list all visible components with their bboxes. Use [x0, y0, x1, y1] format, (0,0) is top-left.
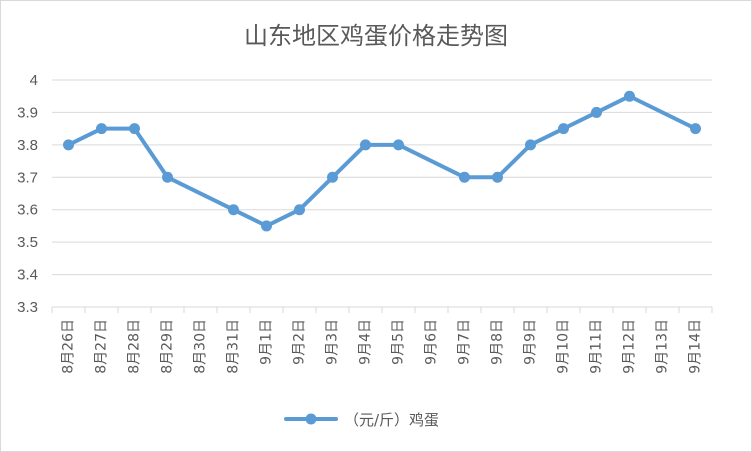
data-point	[393, 139, 404, 151]
x-tick-label: 9月11日	[589, 319, 605, 374]
y-tick-label: 3.8	[17, 137, 38, 154]
series-line	[66, 94, 698, 228]
x-tick-label: 8月26日	[61, 319, 77, 374]
x-tick-label: 9月9日	[523, 319, 539, 365]
legend: （元/斤）鸡蛋	[284, 411, 439, 429]
x-tick-label: 8月29日	[160, 319, 176, 374]
data-point	[492, 171, 503, 183]
y-tick-label: 3.9	[17, 104, 38, 121]
data-point	[591, 106, 602, 118]
y-tick-label: 3.6	[17, 202, 38, 219]
x-axis: 8月26日 8月27日 8月28日 8月29日 8月30日 8月31日 9月1日 9月2日 9月…	[51, 307, 713, 374]
y-tick-label: 4	[30, 72, 38, 89]
data-point	[360, 139, 371, 151]
chart-title: 山东地区鸡蛋价格走势图	[244, 22, 508, 50]
data-point	[327, 171, 338, 183]
data-point	[129, 123, 140, 135]
x-tick-label: 9月13日	[655, 319, 671, 374]
y-axis-ticks: 3.3 3.4 3.5 3.6 3.7 3.8 3.9 4	[17, 72, 38, 316]
y-tick-label: 3.4	[17, 267, 38, 284]
x-tick-label: 9月2日	[292, 319, 308, 365]
x-tick-label: 8月28日	[127, 319, 143, 374]
data-point	[261, 220, 272, 232]
x-tick-label: 8月27日	[94, 319, 110, 374]
x-tick-label: 8月31日	[226, 319, 242, 374]
x-tick-label: 9月10日	[556, 319, 572, 374]
x-tick-label: 9月14日	[688, 319, 704, 374]
x-tick-label: 9月4日	[358, 319, 374, 365]
x-tick-label: 9月8日	[490, 319, 506, 365]
x-tick-label: 9月6日	[424, 319, 440, 365]
series-group	[63, 90, 701, 232]
data-point	[96, 123, 107, 135]
data-point	[63, 139, 74, 151]
data-point	[459, 171, 470, 183]
x-tick-label: 9月3日	[325, 319, 341, 365]
gridlines	[52, 79, 712, 308]
data-point	[624, 90, 635, 102]
x-tick-label: 9月5日	[391, 319, 407, 365]
y-tick-label: 3.5	[17, 234, 38, 251]
legend-label: （元/斤）鸡蛋	[344, 411, 439, 429]
data-point	[294, 204, 305, 216]
y-tick-label: 3.7	[17, 169, 38, 186]
x-tick-label: 9月1日	[259, 319, 275, 365]
x-tick-label: 8月30日	[193, 319, 209, 374]
x-tick-label: 9月12日	[622, 319, 638, 374]
data-point	[525, 139, 536, 151]
data-point	[162, 171, 173, 183]
y-tick-label: 3.3	[17, 299, 38, 316]
x-tick-label: 9月7日	[457, 319, 473, 365]
legend-marker	[305, 413, 317, 425]
data-point	[690, 123, 701, 135]
data-point	[228, 204, 239, 216]
data-point	[558, 123, 569, 135]
